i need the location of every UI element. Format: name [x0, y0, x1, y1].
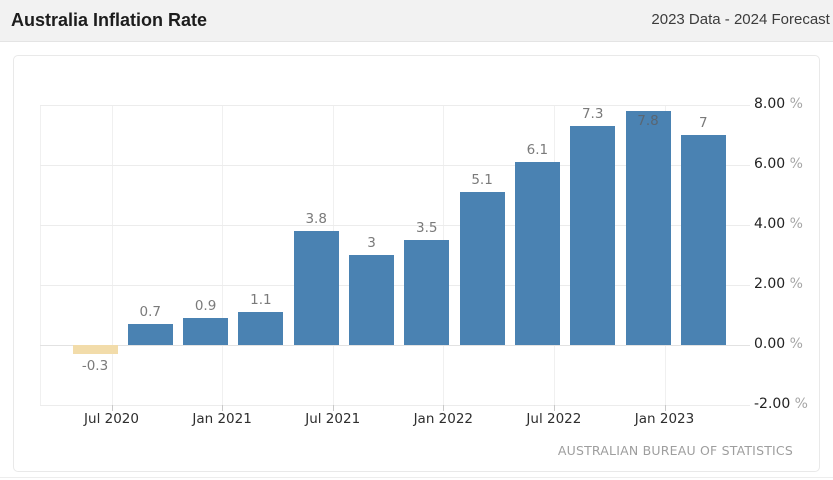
- bar[interactable]: [238, 312, 284, 345]
- source-attribution: AUSTRALIAN BUREAU OF STATISTICS: [557, 443, 793, 458]
- y-tick-suffix: %: [785, 156, 803, 172]
- y-tick-suffix: %: [785, 336, 803, 352]
- bar-value-label: 3.5: [416, 220, 438, 236]
- bar-value-label: 7: [699, 115, 708, 131]
- horizontal-gridline: [40, 405, 750, 406]
- header-subtitle: 2023 Data - 2024 Forecast -: [651, 11, 833, 28]
- bar[interactable]: [514, 162, 560, 345]
- bar-value-label: 6.1: [526, 142, 549, 158]
- y-axis-tick-label: 6.00 %: [754, 156, 803, 172]
- y-tick-suffix: %: [785, 216, 803, 232]
- x-tick-mark: [553, 405, 555, 411]
- x-tick-mark: [664, 405, 666, 411]
- bar-value-label: 7.8: [637, 113, 659, 129]
- bar-value-label: 1.1: [250, 292, 272, 308]
- y-axis-tick-label: 8.00 %: [754, 96, 803, 112]
- horizontal-gridline: [40, 165, 750, 166]
- bar-value-label: 3.8: [305, 211, 327, 227]
- bar[interactable]: [459, 192, 505, 345]
- horizontal-gridline: [40, 345, 750, 346]
- horizontal-gridline: [40, 225, 750, 226]
- bar-value-label: 0.7: [139, 304, 162, 320]
- x-tick-mark: [222, 405, 224, 411]
- x-axis-tick-label: Jul 2022: [526, 411, 582, 427]
- y-tick-suffix: %: [785, 276, 803, 292]
- x-tick-mark: [443, 405, 445, 411]
- x-axis-tick-label: Jul 2020: [84, 411, 139, 427]
- bar[interactable]: [127, 324, 173, 345]
- page-title: Australia Inflation Rate: [11, 10, 208, 30]
- bar[interactable]: [625, 111, 671, 345]
- bar-value-label: 0.9: [194, 298, 217, 314]
- bar-value-label: 3: [367, 235, 376, 251]
- horizontal-gridline: [40, 105, 750, 106]
- y-tick-value: 2.00: [754, 276, 786, 292]
- y-axis-tick-label: 2.00 %: [754, 276, 803, 292]
- x-axis-tick-label: Jan 2021: [192, 411, 252, 427]
- vertical-gridline: [111, 105, 113, 405]
- x-axis-tick-label: Jul 2021: [305, 411, 361, 427]
- bar-value-label: -0.3: [81, 358, 109, 374]
- bar[interactable]: [349, 255, 394, 345]
- x-axis-tick-label: Jan 2023: [634, 411, 695, 427]
- y-tick-value: 6.00: [754, 156, 786, 172]
- y-axis-tick-label: 4.00 %: [754, 216, 803, 232]
- bar[interactable]: [570, 126, 616, 345]
- vertical-gridline: [222, 105, 224, 405]
- x-tick-mark: [332, 405, 334, 411]
- y-axis-tick-label: -2.00 %: [754, 396, 808, 412]
- bar-value-label: 5.1: [471, 172, 493, 188]
- bar[interactable]: [680, 135, 726, 345]
- header-bar: Australia Inflation Rate 2023 Data - 202…: [0, 0, 833, 42]
- y-tick-value: 0.00: [754, 336, 786, 352]
- vertical-gridline: [40, 105, 41, 405]
- page-bottom-divider: [0, 477, 833, 478]
- x-tick-mark: [111, 405, 113, 411]
- bar[interactable]: [404, 240, 450, 345]
- y-tick-suffix: %: [790, 396, 808, 412]
- bar[interactable]: [183, 318, 229, 345]
- y-tick-suffix: %: [785, 96, 803, 112]
- bar[interactable]: [293, 231, 339, 345]
- y-axis-tick-label: 0.00 %: [754, 336, 803, 352]
- bar-value-label: 7.3: [581, 106, 604, 122]
- y-tick-value: 4.00: [754, 216, 786, 232]
- bar[interactable]: [72, 345, 118, 354]
- y-tick-value: -2.00: [754, 396, 791, 412]
- x-axis-tick-label: Jan 2022: [413, 411, 474, 427]
- horizontal-gridline: [40, 285, 750, 286]
- y-tick-value: 8.00: [754, 96, 786, 112]
